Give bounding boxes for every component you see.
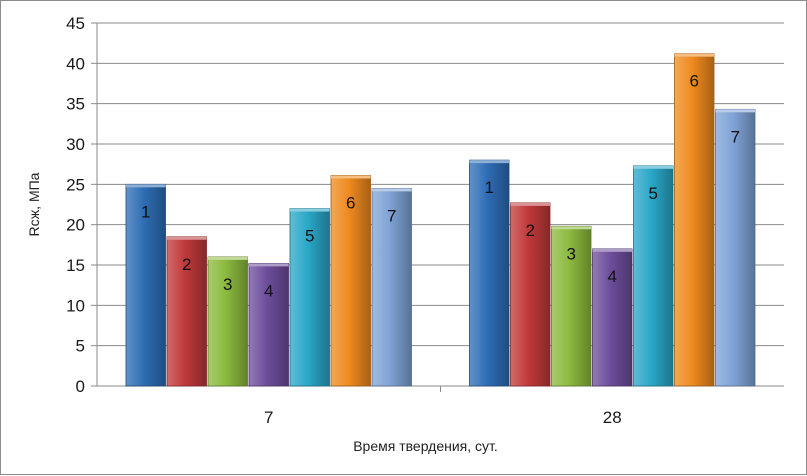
bar-label: 7 [731,127,740,146]
bar [371,187,412,387]
bar-top-highlight [208,256,248,260]
bar-label: 4 [264,281,273,300]
bar-top-highlight [290,208,330,212]
y-tick-label: 10 [66,296,85,315]
y-tick-label: 5 [76,337,85,356]
bar-label: 2 [182,255,191,274]
bar-top-highlight [469,160,509,164]
bar-top-highlight [167,236,207,240]
bar-top-highlight [510,202,550,206]
x-tick-labels: 7 28 [264,408,622,427]
bar [125,183,166,387]
bar-label: 1 [485,178,494,197]
bar [207,256,248,387]
y-tick-label: 15 [66,256,85,275]
y-tick-label: 45 [66,14,85,33]
bar-top-highlight [715,109,755,113]
bar-label: 6 [690,72,699,91]
bar-top-highlight [372,188,412,192]
bar-label: 3 [223,275,232,294]
y-axis-title: Rсж, МПа [26,172,42,236]
bars: 1 2 3 4 5 6 7 1 2 3 4 5 6 7 [125,53,756,387]
bar [674,53,715,387]
x-tick-label: 28 [603,408,622,427]
bar-top-highlight [592,248,632,252]
bar-top-highlight [674,53,714,57]
bar-top-highlight [331,175,371,179]
bar [330,175,371,387]
y-tick-label: 40 [66,54,85,73]
bar-label: 5 [305,227,314,246]
y-tick-label: 30 [66,135,85,154]
bar-top-highlight [633,165,673,169]
x-tick-label: 7 [264,408,273,427]
bar [633,165,674,387]
bar-label: 7 [387,206,396,225]
bar [510,202,551,387]
bar [551,225,592,387]
x-axis-title: Время твердения, сут. [353,438,498,454]
y-tick-label: 35 [66,95,85,114]
bar-top-highlight [551,226,591,230]
bar-label: 2 [526,221,535,240]
y-tick-label: 0 [76,377,85,396]
bar-top-highlight [249,263,289,267]
y-tick-labels: 0 5 10 15 20 25 30 35 40 45 [66,14,85,396]
bar-label: 5 [649,184,658,203]
bar [248,262,289,387]
y-tick-label: 25 [66,175,85,194]
bar [715,108,756,387]
bar-top-highlight [126,184,166,188]
bar-label: 4 [608,267,617,286]
bar-label: 3 [567,244,576,263]
bar [166,236,207,387]
bar-label: 1 [141,202,150,221]
bar-label: 6 [346,193,355,212]
y-tick-label: 20 [66,216,85,235]
bar [469,159,510,387]
